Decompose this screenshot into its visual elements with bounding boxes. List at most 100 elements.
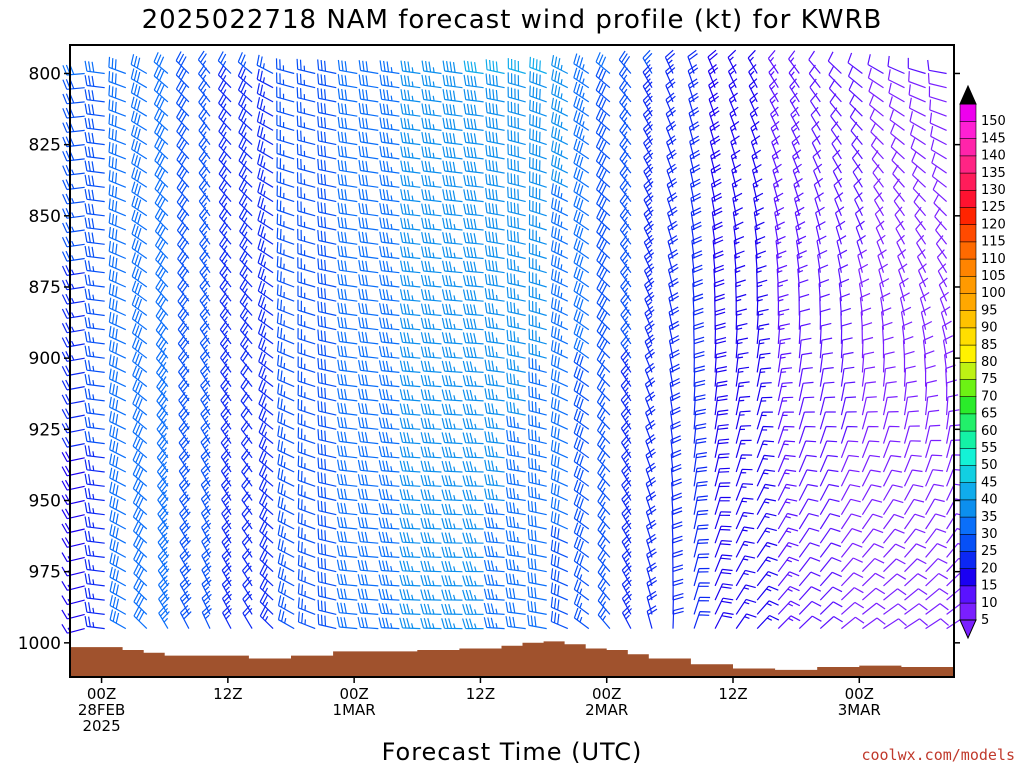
wind-barb (133, 563, 148, 587)
wind-barb (918, 277, 929, 302)
wind-barb (714, 453, 730, 473)
wind-barb (221, 519, 232, 544)
wind-barb (756, 425, 774, 444)
wind-barb (131, 181, 148, 203)
wind-barb (441, 375, 463, 388)
wind-barb (485, 188, 505, 203)
wind-barb (421, 89, 442, 103)
wind-barb (132, 351, 148, 373)
wind-barb (239, 250, 253, 274)
wind-barb (62, 64, 85, 76)
wind-barb (176, 193, 190, 217)
wind-barb (529, 199, 547, 217)
wind-barb (506, 444, 526, 459)
wind-barb (131, 167, 148, 188)
wind-barb (420, 617, 442, 630)
wind-barb (153, 66, 169, 89)
wind-barb (848, 80, 863, 103)
wind-barb (218, 207, 232, 231)
wind-barb (337, 316, 358, 331)
wind-barb (903, 469, 923, 487)
wind-barb (529, 171, 547, 188)
wind-barb (527, 557, 547, 573)
colorbar-label: 80 (981, 355, 998, 370)
wind-barb (840, 542, 863, 558)
wind-barb (903, 498, 925, 516)
wind-barb (421, 132, 442, 146)
wind-barb (899, 292, 910, 316)
wind-barb (882, 499, 904, 516)
wind-barb (573, 479, 590, 501)
wind-barb (595, 151, 611, 174)
wind-barb (528, 271, 547, 288)
colorbar-label: 115 (981, 235, 1006, 250)
wind-barb (337, 331, 358, 345)
wind-barb (337, 174, 358, 188)
wind-barb (200, 377, 211, 402)
wind-barb (756, 396, 773, 416)
colorbar-swatch (959, 275, 977, 294)
wind-barb (861, 322, 873, 344)
wind-barb (798, 469, 818, 487)
wind-barb (277, 538, 295, 558)
wind-barb (912, 179, 927, 203)
wind-barb (400, 260, 421, 274)
wind-barb (317, 187, 337, 203)
wind-barb (200, 476, 211, 501)
wind-barb (714, 322, 726, 344)
wind-barb (910, 138, 926, 160)
wind-barb (847, 52, 863, 74)
colorbar-swatch (959, 516, 977, 535)
wind-barb (155, 292, 169, 316)
wind-barb (644, 291, 655, 316)
wind-barb (931, 166, 947, 188)
wind-barb (925, 498, 945, 515)
wind-barb (813, 177, 824, 202)
wind-barb (200, 462, 211, 487)
colorbar-swatch (959, 138, 977, 157)
wind-barb (711, 207, 723, 231)
wind-barb (238, 108, 253, 131)
wind-barb (399, 503, 421, 516)
wind-barb (882, 484, 903, 501)
wind-barb (621, 604, 633, 629)
wind-barb (317, 244, 337, 260)
wind-barb (297, 299, 316, 317)
wind-barb (237, 80, 253, 103)
wind-barb (420, 489, 442, 502)
wind-barb (646, 605, 658, 629)
wind-barb (772, 163, 782, 188)
wind-barb (573, 351, 590, 373)
wind-barb (218, 150, 232, 174)
wind-barb (109, 467, 127, 487)
wind-barb (84, 559, 105, 573)
wind-barb (84, 573, 105, 587)
wind-barb (734, 250, 745, 273)
wind-barb (84, 288, 105, 302)
wind-barb (317, 528, 337, 544)
wind-barb (241, 534, 253, 558)
wind-barb (176, 107, 190, 131)
wind-barb (442, 260, 463, 274)
wind-barb (712, 250, 724, 273)
wind-barb (155, 335, 169, 359)
wind-barb (276, 100, 295, 117)
wind-barb (798, 367, 813, 387)
wind-barb (836, 235, 847, 259)
wind-barb (259, 507, 274, 530)
wind-barb (399, 560, 421, 573)
colorbar-swatch (959, 568, 977, 587)
wind-barb (379, 174, 400, 188)
wind-barb (506, 358, 526, 373)
wind-barb (484, 445, 505, 459)
wind-barb (668, 292, 680, 316)
wind-barb (239, 306, 253, 331)
wind-barb (596, 350, 611, 373)
wind-barb (620, 391, 632, 416)
wind-barb (297, 469, 316, 487)
wind-barb (275, 58, 295, 75)
wind-barb (276, 256, 295, 274)
colorbar-label: 100 (981, 286, 1006, 301)
wind-barb (462, 289, 484, 302)
wind-barb (925, 483, 945, 501)
